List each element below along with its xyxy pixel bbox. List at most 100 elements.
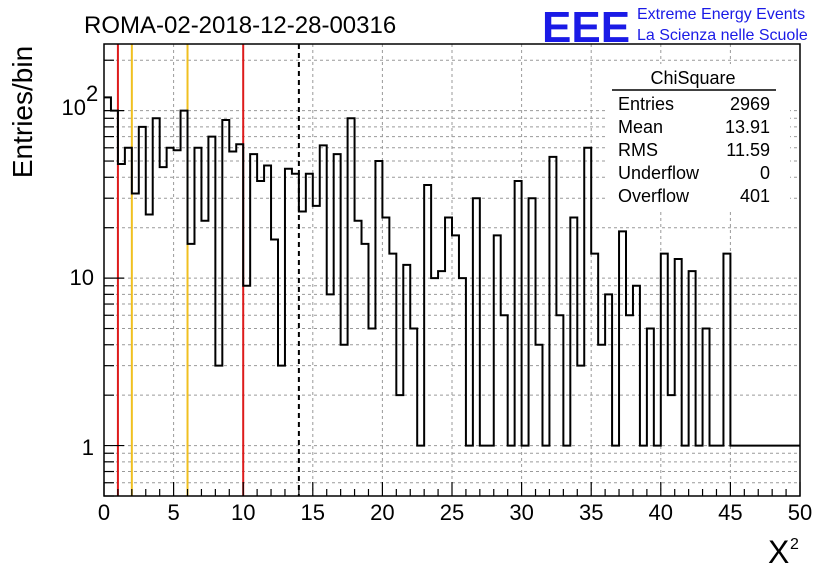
histogram-bin: [668, 395, 675, 496]
histogram-bin: [765, 446, 772, 496]
histogram-bin: [716, 446, 723, 496]
histogram-bin: [619, 231, 626, 496]
x-tick-labels: 0 5 10 15 20 25 30 35 40 45 50: [98, 500, 812, 525]
histogram-bin: [306, 174, 313, 496]
histogram-bin: [786, 446, 793, 496]
x-tick-label: 10: [231, 500, 255, 525]
y-tick-label-10: 10: [70, 265, 94, 290]
stats-value-entries: 2969: [730, 94, 770, 114]
histogram-bin: [758, 446, 765, 496]
histogram-bin: [341, 345, 348, 496]
histogram-bin: [160, 167, 167, 496]
stats-label-mean: Mean: [618, 117, 663, 137]
stats-label-underflow: Underflow: [618, 163, 700, 183]
histogram-bin: [682, 446, 689, 496]
histogram-bin: [334, 154, 341, 496]
histogram-bin: [508, 446, 515, 496]
histogram-bin: [730, 446, 737, 496]
histogram-bin: [598, 345, 605, 496]
histogram-bin: [556, 315, 563, 496]
histogram-bin: [167, 148, 174, 496]
histogram-bin: [410, 329, 417, 496]
histogram-bin: [487, 446, 494, 496]
stats-value-overflow: 401: [740, 186, 770, 206]
histogram-bin: [188, 244, 195, 496]
histogram-bin: [675, 259, 682, 496]
histogram-bin: [327, 294, 334, 496]
histogram-bin: [403, 265, 410, 496]
histogram-bin: [522, 446, 529, 496]
histogram-bin: [563, 446, 570, 496]
histogram-bin: [591, 254, 598, 496]
histogram-bin: [424, 185, 431, 496]
histogram-bin: [501, 315, 508, 496]
x-tick-label: 50: [788, 500, 812, 525]
histogram-bin: [125, 148, 132, 496]
histogram-bin: [542, 446, 549, 496]
x-axis-title-sup: 2: [790, 536, 799, 553]
stats-value-mean: 13.91: [725, 117, 770, 137]
histogram-bin: [605, 294, 612, 496]
stats-label-rms: RMS: [618, 140, 658, 160]
histogram-bin: [201, 221, 208, 496]
y-tick-label-1: 1: [82, 435, 94, 460]
histogram-bin: [744, 446, 751, 496]
histogram-bin: [362, 244, 369, 496]
histogram-bin: [257, 181, 264, 496]
logo-line1: Extreme Energy Events: [637, 6, 805, 23]
histogram-bin: [111, 111, 118, 496]
x-tick-label: 15: [301, 500, 325, 525]
histogram-bin: [751, 446, 758, 496]
y-tick-labels: 1 10 10 2: [62, 81, 99, 460]
histogram-bin: [494, 235, 501, 496]
histogram-bin: [355, 221, 362, 496]
histogram: [104, 96, 800, 496]
histogram-bin: [536, 345, 543, 496]
histogram-bin: [382, 218, 389, 496]
eee-logo: EEE Extreme Energy Events La Scienza nel…: [542, 3, 808, 52]
histogram-bin: [779, 446, 786, 496]
histogram-bin: [445, 218, 452, 496]
histogram-bin: [208, 137, 215, 496]
x-tick-label: 30: [509, 500, 533, 525]
histogram-bin: [647, 329, 654, 496]
y-tick-label-100: 10: [62, 95, 86, 120]
logo-line2: La Scienza nelle Scuole: [637, 27, 808, 44]
stats-box: ChiSquare Entries 2969 Mean 13.91 RMS 11…: [608, 64, 790, 212]
histogram-bin: [626, 315, 633, 496]
x-tick-label: 0: [98, 500, 110, 525]
x-tick-label: 20: [370, 500, 394, 525]
histogram-bin: [194, 148, 201, 496]
histogram-bin: [654, 446, 661, 496]
histogram-bin: [417, 446, 424, 496]
histogram-bin: [222, 120, 229, 496]
stats-value-rms: 11.59: [726, 140, 770, 160]
x-tick-label: 5: [167, 500, 179, 525]
histogram-bin: [271, 240, 278, 496]
histogram-bin: [174, 150, 181, 496]
y-axis-title: Entries/bin: [7, 46, 38, 178]
histogram-bin: [793, 446, 800, 496]
histogram-bin: [285, 169, 292, 496]
histogram-bin: [118, 164, 125, 496]
histogram-bin: [236, 144, 243, 496]
histogram-bin: [737, 446, 744, 496]
histogram-bin: [612, 446, 619, 496]
histogram-bin: [466, 446, 473, 496]
x-tick-label: 40: [649, 500, 673, 525]
histogram-bin: [438, 271, 445, 496]
x-axis-title: X 2: [768, 534, 799, 570]
histogram-bin: [375, 161, 382, 496]
histogram-bin: [515, 181, 522, 496]
chart-title: ROMA-02-2018-12-28-00316: [84, 12, 396, 39]
histogram-bin: [243, 286, 250, 496]
histogram-bin: [584, 148, 591, 496]
histogram-bin: [181, 111, 188, 496]
histogram-bin: [772, 446, 779, 496]
histogram-bin: [570, 218, 577, 496]
histogram-bin: [696, 446, 703, 496]
histogram-bin: [215, 366, 222, 496]
histogram-bin: [710, 446, 717, 496]
grid: [104, 44, 800, 496]
